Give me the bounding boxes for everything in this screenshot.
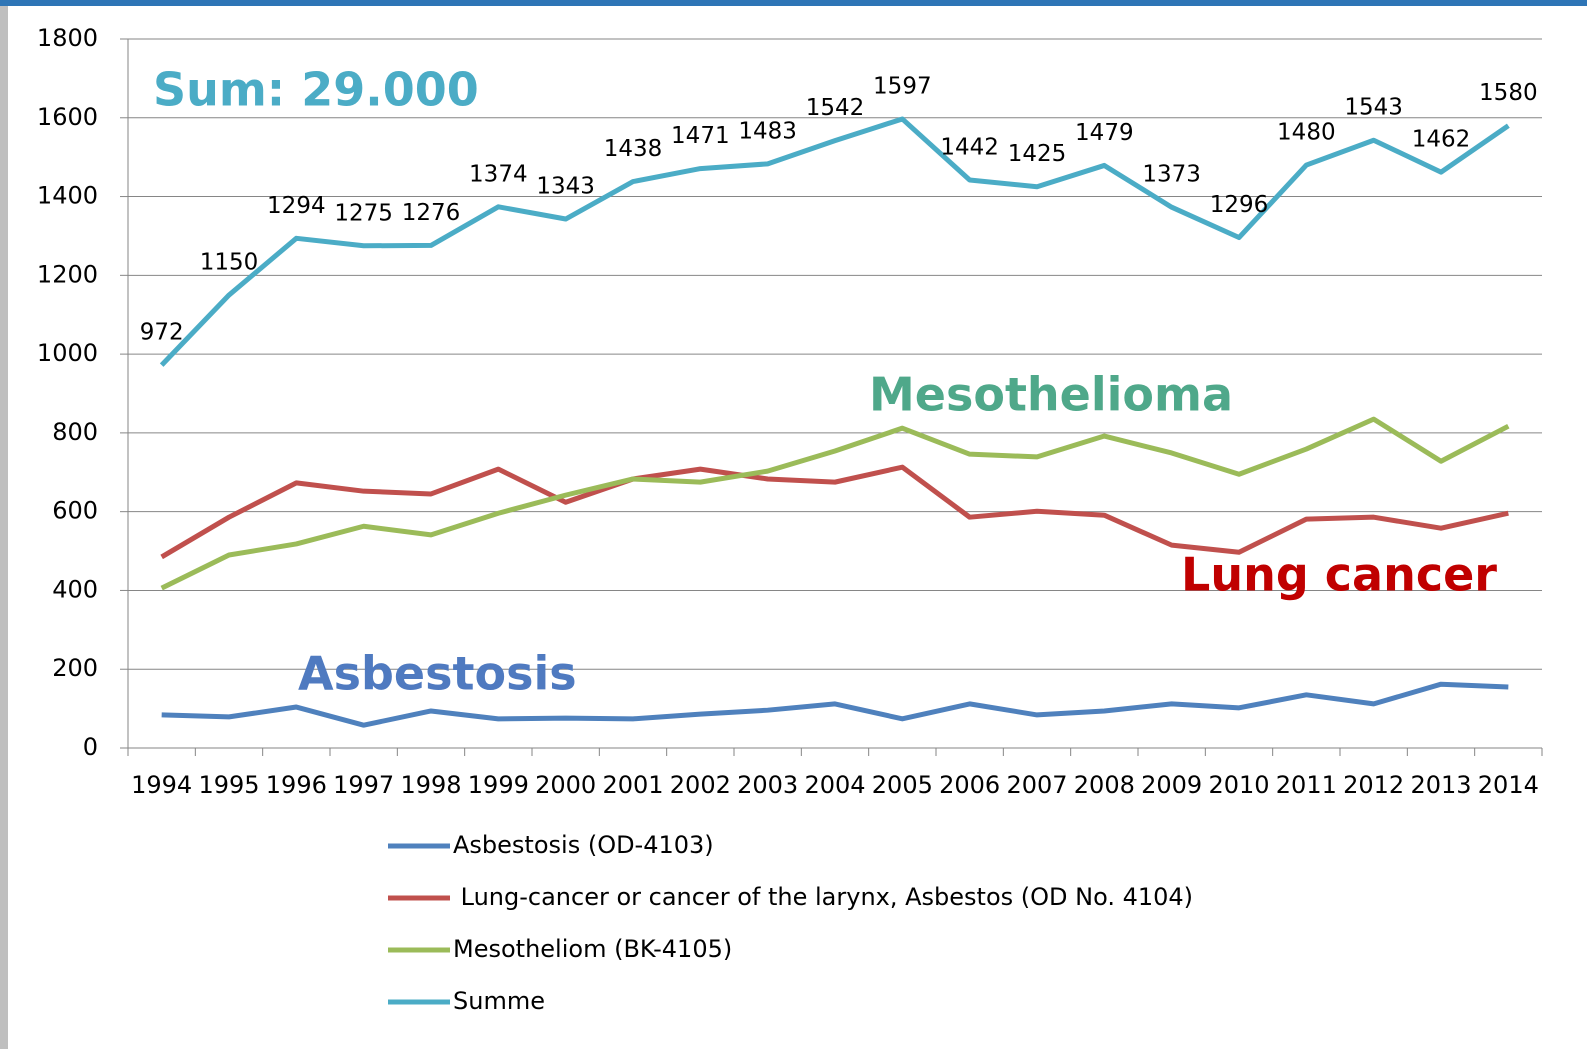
- x-tick-label: 1994: [131, 771, 192, 799]
- x-tick-label: 2013: [1410, 771, 1471, 799]
- series-line: [160, 464, 1509, 560]
- data-label: 1479: [1075, 120, 1134, 146]
- data-label: 1542: [806, 95, 865, 121]
- x-tick-label: 2004: [804, 771, 865, 799]
- x-tick-label: 2007: [1006, 771, 1067, 799]
- x-tick-label: 2006: [939, 771, 1000, 799]
- y-tick-label: 1800: [37, 24, 98, 52]
- x-tick-label: 2009: [1141, 771, 1202, 799]
- x-tick-label: 1996: [266, 771, 327, 799]
- background: [8, 6, 1587, 1049]
- y-tick-label: 800: [52, 418, 98, 446]
- x-tick-label: 2008: [1074, 771, 1135, 799]
- y-tick-label: 1400: [37, 182, 98, 210]
- legend-label: Asbestosis (OD-4103): [453, 831, 714, 859]
- series-line: [160, 416, 1510, 591]
- data-label: 1483: [738, 118, 797, 144]
- x-tick-label: 2003: [737, 771, 798, 799]
- data-label: 1462: [1412, 127, 1471, 153]
- data-label: 1296: [1210, 192, 1269, 218]
- y-tick-label: 200: [52, 654, 98, 682]
- data-label: 1276: [402, 200, 461, 226]
- data-label: 1275: [334, 200, 393, 226]
- data-label: 1580: [1479, 80, 1538, 106]
- x-tick-label: 1997: [333, 771, 394, 799]
- top-bar: [0, 0, 1587, 6]
- x-tick-label: 2010: [1208, 771, 1269, 799]
- data-label: 1597: [873, 73, 932, 99]
- y-tick-label: 0: [83, 733, 98, 761]
- data-label: 1471: [671, 123, 730, 149]
- series-line: [159, 116, 1510, 367]
- data-label: 1438: [604, 136, 663, 162]
- annotation: Mesothelioma: [869, 368, 1233, 422]
- x-tick-label: 1999: [468, 771, 529, 799]
- annotation: Sum: 29.000: [153, 63, 479, 117]
- annotation: Lung cancer: [1181, 548, 1497, 602]
- x-tick-label: 1998: [400, 771, 461, 799]
- x-tick-label: 2000: [535, 771, 596, 799]
- x-tick-label: 1995: [198, 771, 259, 799]
- data-label: 1442: [940, 135, 999, 161]
- data-label: 1373: [1142, 162, 1201, 188]
- x-tick-label: 2005: [872, 771, 933, 799]
- y-tick-label: 1600: [37, 103, 98, 131]
- legend-label: Summe: [453, 987, 545, 1015]
- legend-label: Mesotheliom (BK-4105): [453, 935, 732, 963]
- data-label: 1543: [1344, 95, 1403, 121]
- x-tick-label: 2014: [1478, 771, 1539, 799]
- data-label: 1374: [469, 161, 528, 187]
- data-label: 1425: [1008, 141, 1067, 167]
- left-border: [0, 6, 8, 1049]
- data-label: 1150: [200, 250, 259, 276]
- data-label: 972: [140, 320, 184, 346]
- data-label: 1294: [267, 193, 326, 219]
- legend-label: Lung-cancer or cancer of the larynx, Asb…: [453, 883, 1193, 911]
- series-line: [161, 681, 1509, 728]
- y-tick-label: 1200: [37, 260, 98, 288]
- data-label: 1480: [1277, 120, 1336, 146]
- x-tick-label: 2001: [602, 771, 663, 799]
- x-tick-label: 2011: [1276, 771, 1337, 799]
- x-tick-label: 2002: [670, 771, 731, 799]
- annotation: Asbestosis: [298, 647, 577, 701]
- y-tick-label: 400: [52, 575, 98, 603]
- y-tick-label: 600: [52, 497, 98, 525]
- x-tick-label: 2012: [1343, 771, 1404, 799]
- y-tick-label: 1000: [37, 339, 98, 367]
- data-label: 1343: [536, 174, 595, 200]
